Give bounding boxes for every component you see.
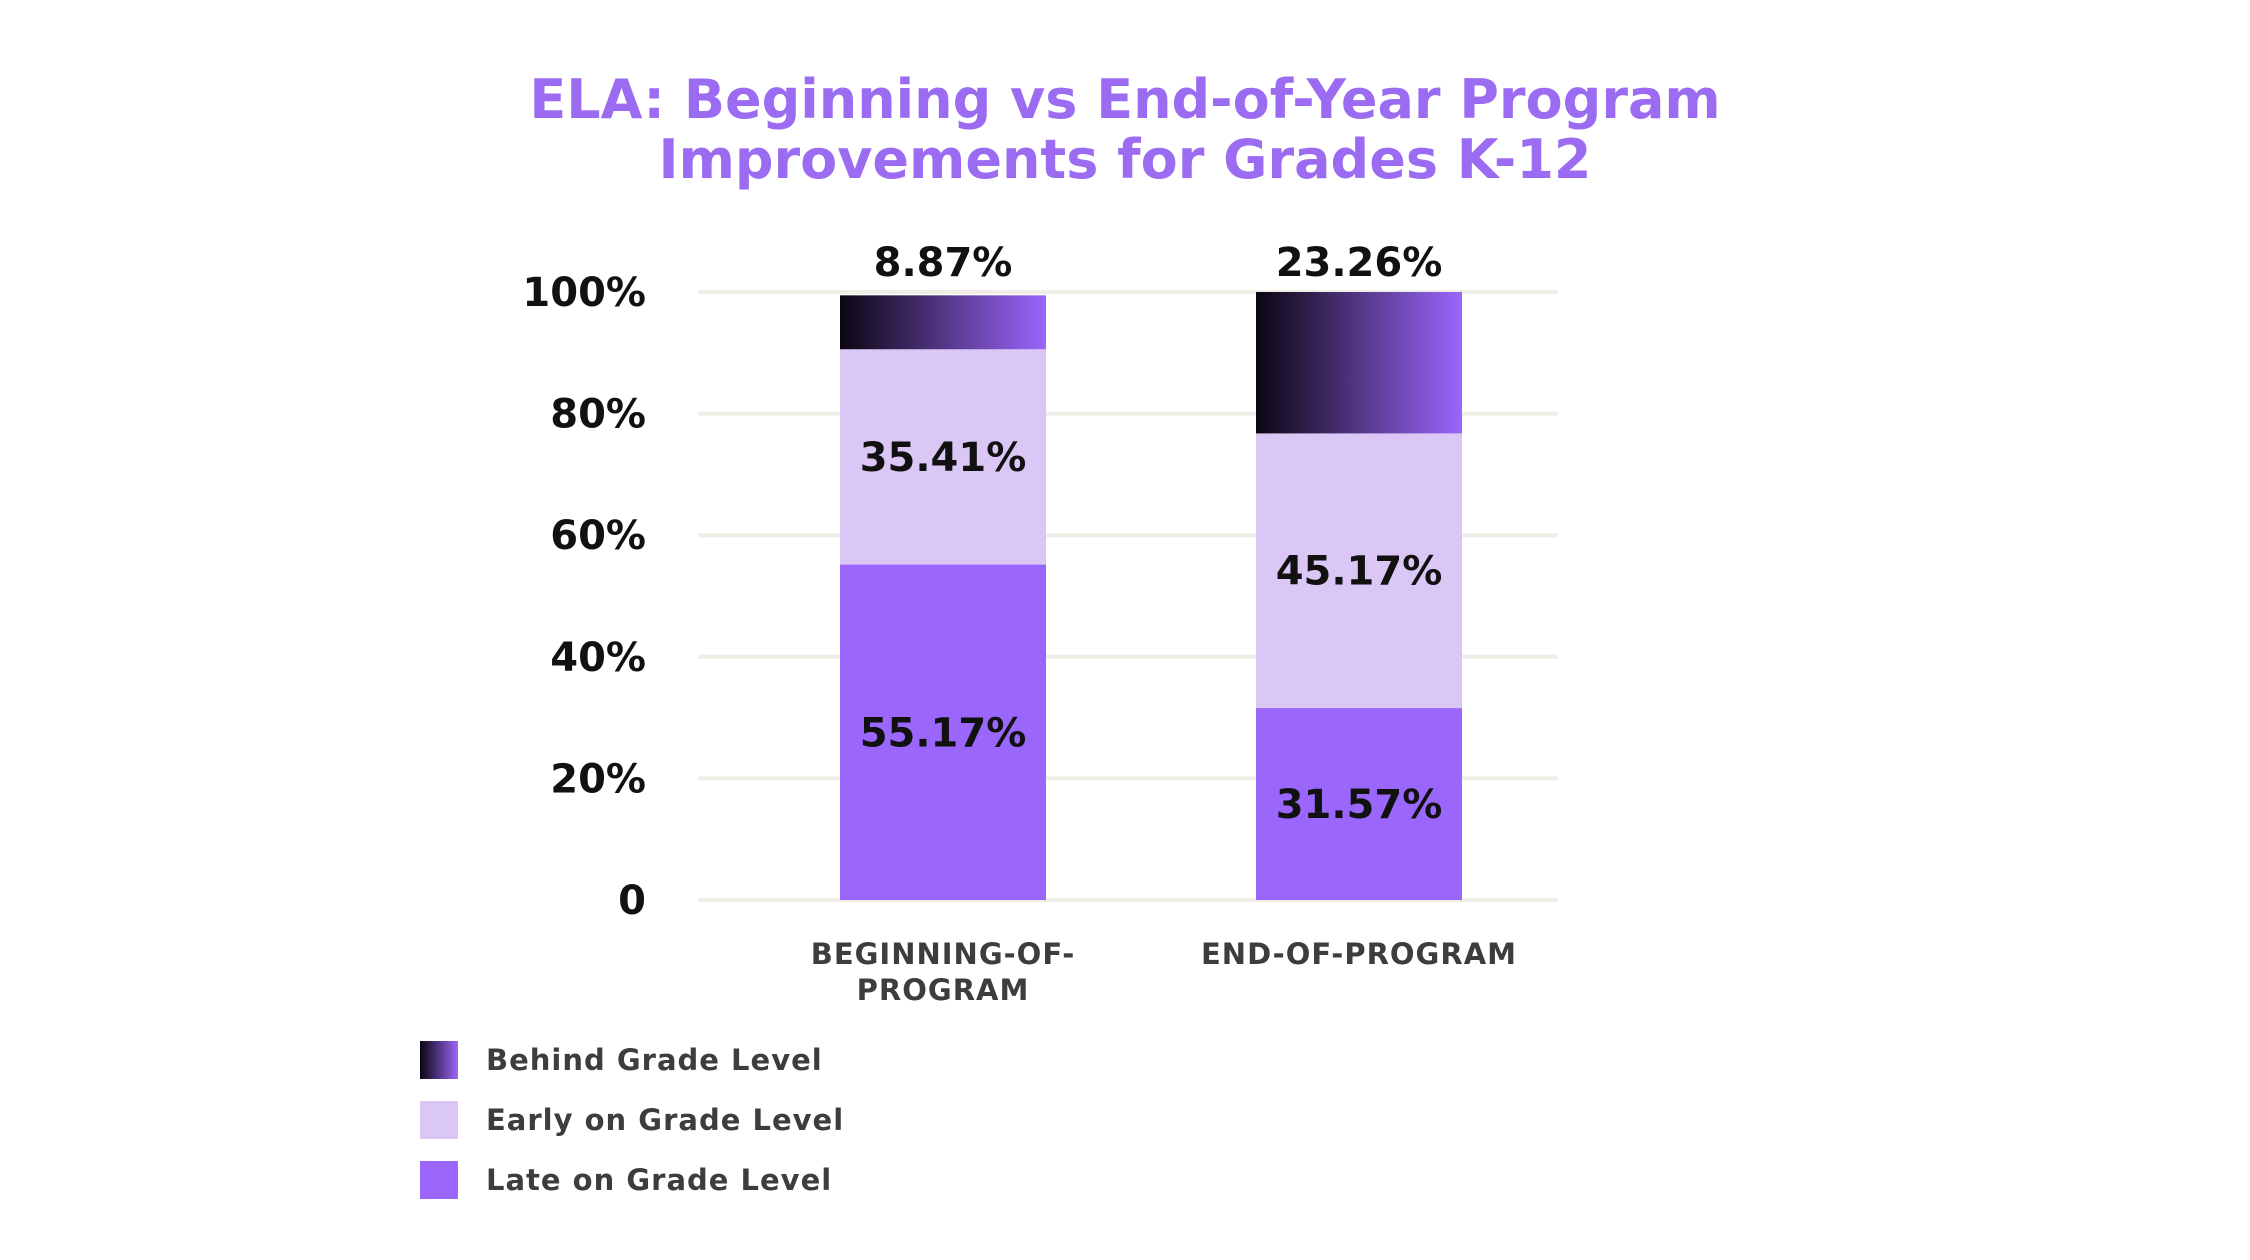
- legend-label-behind: Behind Grade Level: [486, 1043, 823, 1077]
- category-label-1-line-2: PROGRAM: [857, 973, 1030, 1007]
- bar-segment-late-1: [840, 564, 1046, 900]
- data-label-late-2: 31.57%: [1276, 782, 1443, 828]
- legend-swatch-behind: [420, 1041, 458, 1079]
- bar-segment-early-2: [1256, 433, 1462, 709]
- chart-title-line-2: Improvements for Grades K-12: [658, 128, 1592, 191]
- legend-swatch-early: [420, 1101, 458, 1139]
- legend-item-behind: Behind Grade Level: [420, 1040, 844, 1080]
- legend-item-late: Late on Grade Level: [420, 1160, 844, 1200]
- bar-segment-late-2: [1256, 708, 1462, 900]
- y-tick-label-20: 20%: [550, 756, 646, 802]
- data-label-behind-1: 8.87%: [874, 240, 1013, 286]
- data-label-late-1: 55.17%: [860, 710, 1027, 756]
- y-axis-ticks: 0 20% 40% 60% 80% 100%: [522, 270, 646, 924]
- bar-segment-early-1: [840, 349, 1046, 565]
- bar-segment-behind-2: [1256, 292, 1462, 434]
- data-label-early-1: 35.41%: [860, 435, 1027, 481]
- data-labels: 55.17% 35.41% 8.87% 31.57% 45.17% 23.26%: [860, 240, 1443, 828]
- y-tick-label-40: 40%: [550, 635, 646, 681]
- legend-label-early: Early on Grade Level: [486, 1103, 845, 1137]
- data-label-behind-2: 23.26%: [1276, 240, 1443, 286]
- data-label-early-2: 45.17%: [1276, 549, 1443, 595]
- chart-title-line-1: ELA: Beginning vs End-of-Year Program: [529, 68, 1721, 131]
- bar-segment-behind-1: [840, 295, 1046, 350]
- y-tick-label-100: 100%: [522, 270, 646, 316]
- y-tick-label-80: 80%: [550, 392, 646, 438]
- category-label-2-line-1: END-OF-PROGRAM: [1201, 937, 1517, 971]
- y-tick-label-0: 0: [618, 878, 646, 924]
- x-axis-categories: BEGINNING-OF-PROGRAM END-OF-PROGRAM: [811, 937, 1517, 1007]
- legend-label-late: Late on Grade Level: [486, 1163, 833, 1197]
- legend-item-early: Early on Grade Level: [420, 1100, 844, 1140]
- chart-title: ELA: Beginning vs End-of-Year Program Im…: [0, 70, 2250, 190]
- bars: [840, 292, 1462, 900]
- category-label-1-line-1: BEGINNING-OF-: [811, 937, 1076, 971]
- legend-swatch-late: [420, 1161, 458, 1199]
- legend: Behind Grade Level Early on Grade Level …: [420, 1040, 844, 1220]
- y-tick-label-60: 60%: [550, 513, 646, 559]
